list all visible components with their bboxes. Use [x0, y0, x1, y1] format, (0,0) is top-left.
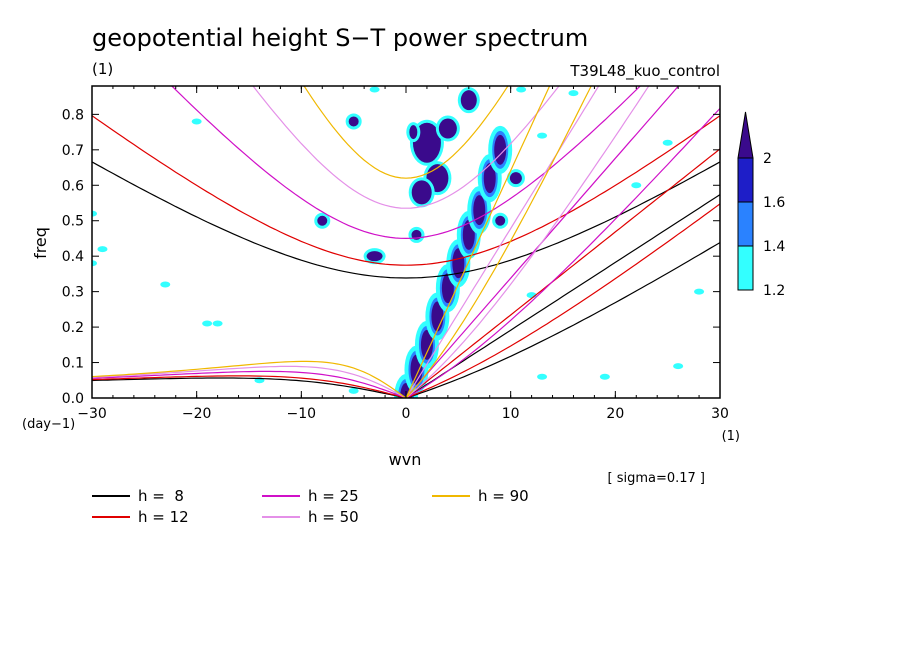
- axes: −30 −20 −10 0 10 20 30 0.0 0.1 0.2 0.3 0.4 0.5 0.6 0.7…: [62, 86, 729, 422]
- x-tick-label: 0: [402, 406, 411, 422]
- kelvin-curve: [405, 86, 551, 398]
- colorbar-segment: [737, 245, 754, 291]
- contour-patch: [409, 125, 418, 140]
- colorbar-arrow: [737, 111, 754, 159]
- y-tick-label: 0.1: [62, 356, 84, 372]
- contour-patch: [420, 329, 433, 360]
- y-axis-unit: (day−1): [22, 417, 75, 432]
- x-tick-label: −10: [287, 406, 317, 422]
- contour-patch: [631, 182, 642, 189]
- chart-subtitle-left: (1): [92, 60, 113, 78]
- x-tick-label: 10: [502, 406, 520, 422]
- contour-patch: [317, 215, 328, 226]
- legend-label: h = 8: [138, 487, 184, 505]
- kelvin-curve: [405, 86, 680, 398]
- legend-label: h = 12: [138, 508, 189, 526]
- y-tick-label: 0.4: [62, 249, 84, 265]
- contour-patch: [460, 90, 477, 111]
- contour-patch: [452, 248, 465, 279]
- contour-patch: [537, 373, 548, 380]
- contour-patch: [202, 320, 213, 327]
- contour-patch: [97, 246, 108, 253]
- plot-frame: [91, 85, 721, 399]
- mrg-curve: [405, 86, 592, 398]
- colorbar: 2 1.6 1.4 1.2: [737, 111, 785, 299]
- legend: h = 8 h = 12 h = 25 h = 50 h = 90: [92, 487, 529, 526]
- kelvin-curve: [405, 86, 600, 398]
- colorbar-segment: [737, 157, 754, 203]
- y-tick-label: 0.5: [62, 214, 84, 230]
- contour-patch: [694, 288, 705, 295]
- sigma-note: [ sigma=0.17 ]: [607, 471, 705, 486]
- contour-patch: [348, 116, 359, 127]
- colorbar-label: 1.6: [763, 195, 785, 211]
- contour-patch: [673, 363, 684, 370]
- x-axis-unit: (1): [722, 429, 740, 444]
- kelvin-curve: [405, 194, 720, 398]
- contour-patch: [599, 373, 610, 380]
- contour-patch: [483, 163, 496, 194]
- mrg-curve: [405, 86, 650, 398]
- chart-title: geopotential height S−T power spectrum: [92, 24, 588, 52]
- contour-patch: [509, 172, 522, 185]
- contour-patch: [369, 86, 380, 93]
- rossby-curve: [92, 365, 407, 398]
- x-tick-label: −30: [77, 406, 107, 422]
- gravity-curve: [92, 161, 720, 279]
- contour-patch: [473, 195, 486, 226]
- legend-label: h = 90: [478, 487, 529, 505]
- gravity-curve: [303, 86, 509, 179]
- y-tick-label: 0.8: [62, 107, 84, 123]
- rossby-curve: [92, 377, 407, 398]
- colorbar-label: 1.4: [763, 239, 785, 255]
- contour-patch: [516, 86, 527, 93]
- contour-patch: [191, 118, 202, 125]
- gravity-curve: [170, 86, 642, 240]
- chart-subtitle-right: T39L48_kuo_control: [569, 62, 720, 81]
- mrg-curve: [405, 107, 720, 398]
- x-tick-label: 30: [711, 406, 729, 422]
- contour-patch: [537, 132, 548, 139]
- rossby-curve: [92, 375, 407, 398]
- contour-patch: [212, 320, 223, 327]
- legend-label: h = 25: [308, 487, 359, 505]
- dispersion-curves: [92, 86, 720, 398]
- contour-patch: [495, 215, 506, 226]
- x-tick-label: 20: [606, 406, 624, 422]
- y-tick-label: 0.7: [62, 143, 84, 159]
- contour-patch: [662, 139, 673, 146]
- y-tick-label: 0.0: [62, 391, 84, 407]
- gravity-curve: [92, 115, 720, 266]
- kelvin-curve: [405, 148, 720, 398]
- contour-patch: [348, 387, 359, 394]
- gravity-curve: [252, 86, 560, 209]
- colorbar-segment: [737, 201, 754, 247]
- x-axis-label: wvn: [389, 450, 422, 469]
- contour-patch: [366, 251, 383, 262]
- contour-patch: [92, 210, 97, 217]
- contour-patch: [438, 118, 457, 139]
- rossby-curve: [92, 360, 407, 398]
- contour-patch: [160, 281, 171, 288]
- colorbar-label: 2: [763, 151, 772, 167]
- y-tick-label: 0.6: [62, 178, 84, 194]
- contour-patch: [92, 260, 97, 267]
- y-axis-label: freq: [31, 227, 50, 259]
- y-tick-label: 0.3: [62, 285, 84, 301]
- contour-patch: [411, 180, 432, 205]
- mrg-curve: [405, 203, 720, 398]
- rossby-curve: [92, 370, 407, 398]
- y-tick-label: 0.2: [62, 320, 84, 336]
- x-tick-label: −20: [182, 406, 212, 422]
- contour-patch: [568, 90, 579, 97]
- legend-label: h = 50: [308, 508, 359, 526]
- mrg-curve: [405, 242, 720, 398]
- colorbar-label: 1.2: [763, 283, 785, 299]
